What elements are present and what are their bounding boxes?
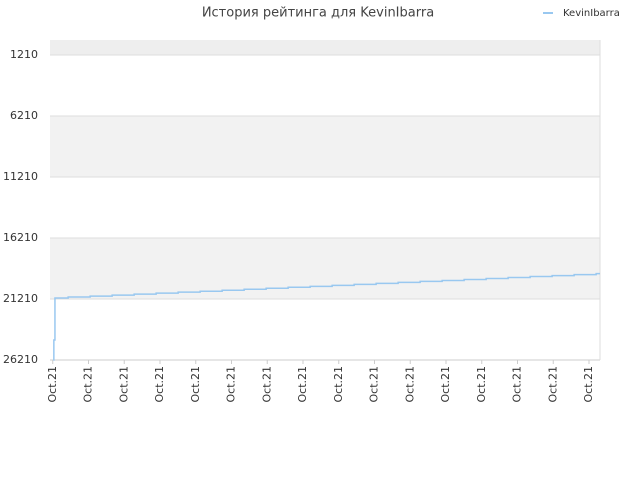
y-tick-label: 6210 xyxy=(10,109,38,122)
x-tick-label: Oct.21 xyxy=(260,366,273,403)
x-tick-label: Oct.21 xyxy=(368,366,381,403)
x-tick-label: Oct.21 xyxy=(511,366,524,403)
x-tick-label: Oct.21 xyxy=(296,366,309,403)
y-tick-label: 21210 xyxy=(3,292,38,305)
x-tick-label: Oct.21 xyxy=(582,366,595,403)
x-tick-label: Oct.21 xyxy=(153,366,166,403)
chart-title: История рейтинга для KevinIbarra xyxy=(202,6,434,21)
x-tick-label: Oct.21 xyxy=(189,366,202,403)
x-tick-label: Oct.21 xyxy=(439,366,452,403)
x-tick-label: Oct.21 xyxy=(546,366,559,403)
y-tick-label: 1210 xyxy=(10,48,38,61)
plot-area xyxy=(50,40,600,360)
y-tick-label: 11210 xyxy=(3,170,38,183)
x-tick-label: Oct.21 xyxy=(117,366,130,403)
x-tick-label: Oct.21 xyxy=(403,366,416,403)
x-tick-label: Oct.21 xyxy=(475,366,488,403)
x-tick-label: Oct.21 xyxy=(225,366,238,403)
grid-band xyxy=(50,116,600,178)
x-tick-label: Oct.21 xyxy=(46,366,59,403)
y-tick-label: 26210 xyxy=(3,353,38,366)
x-tick-label: Oct.21 xyxy=(332,366,345,403)
grid-band xyxy=(50,40,600,56)
line xyxy=(53,272,600,361)
grid-band xyxy=(50,238,600,300)
legend-label: KevinIbarra xyxy=(563,8,620,19)
y-tick-label: 16210 xyxy=(3,231,38,244)
x-tick-label: Oct.21 xyxy=(82,366,95,403)
